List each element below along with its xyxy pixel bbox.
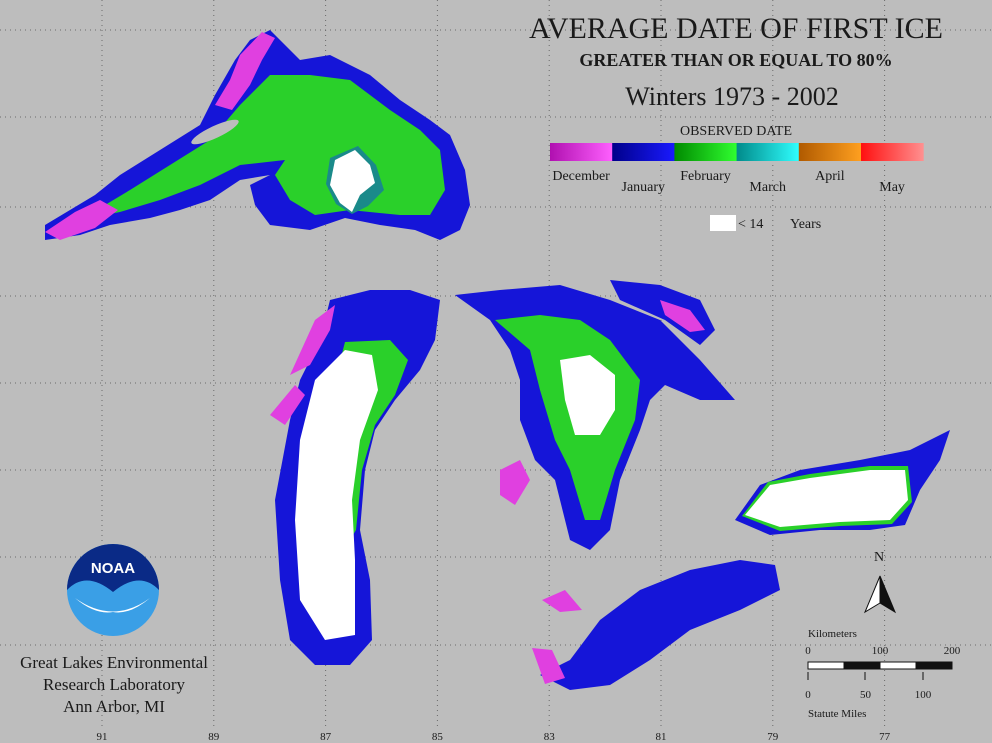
legend-swatch — [612, 143, 675, 161]
lake-michigan — [270, 290, 440, 665]
ice-december — [215, 32, 275, 110]
legend-swatch — [674, 143, 738, 161]
organization-line: Great Lakes Environmental — [20, 653, 208, 672]
scale-segment — [843, 661, 881, 670]
ice-december — [500, 460, 530, 505]
longitude-label: 83 — [544, 731, 556, 743]
longitude-label: 89 — [208, 731, 220, 743]
insufficient-data — [295, 350, 378, 640]
scale-labels: 0 100 200 0 50 100 — [805, 645, 961, 701]
insufficient-unit: Years — [790, 217, 821, 232]
legend-month: April — [815, 169, 845, 184]
legend-swatch — [550, 143, 613, 161]
legend-title: OBSERVED DATE — [680, 124, 792, 139]
lake-huron — [455, 280, 735, 550]
legend-month: January — [622, 180, 666, 195]
legend-swatch — [798, 143, 862, 161]
ice-january — [540, 560, 780, 690]
scale-bar — [807, 661, 953, 680]
ice-december — [270, 385, 305, 425]
logo-top — [67, 544, 159, 592]
longitude-label: 81 — [656, 731, 667, 743]
lake-erie — [532, 560, 780, 690]
mi-tick-label: 100 — [915, 689, 932, 701]
insufficient-label: < 14 — [738, 217, 763, 232]
ice-december — [45, 200, 118, 240]
legend-month: December — [552, 169, 610, 184]
logo-bird — [75, 598, 150, 613]
insufficient-data — [560, 355, 615, 435]
insufficient-swatch — [710, 215, 736, 231]
km-tick-label: 100 — [872, 645, 889, 657]
logo-text: NOAA — [91, 560, 135, 577]
km-tick-label: 200 — [944, 645, 961, 657]
legend-month: February — [680, 169, 731, 184]
period: Winters 1973 - 2002 — [625, 82, 838, 111]
north-label: N — [874, 550, 884, 565]
longitude-labels: 91 89 87 85 83 81 79 77 — [97, 731, 891, 743]
insufficient-data — [330, 150, 375, 212]
longitude-label: 77 — [879, 731, 891, 743]
longitude-label: 87 — [320, 731, 332, 743]
noaa-logo: NOAA — [67, 544, 159, 636]
ice-december — [660, 300, 705, 332]
legend-month: May — [879, 180, 905, 195]
scale-segment — [879, 661, 917, 670]
longitude-label: 91 — [97, 731, 108, 743]
ice-december — [532, 648, 565, 684]
island — [191, 119, 239, 145]
organization-line: Ann Arbor, MI — [63, 697, 165, 716]
title: AVERAGE DATE OF FIRST ICE — [529, 12, 943, 45]
subtitle: GREATER THAN OR EQUAL TO 80% — [579, 50, 892, 70]
legend-swatch — [861, 143, 924, 161]
north-arrow — [879, 575, 897, 614]
mi-tick-label: 50 — [860, 689, 872, 701]
scale-segment — [915, 661, 953, 670]
lake-superior — [45, 30, 470, 240]
insufficient-data — [745, 470, 908, 527]
lake-ontario — [735, 430, 950, 535]
ice-december — [542, 590, 582, 612]
longitude-label: 79 — [767, 731, 779, 743]
organization-line: Research Laboratory — [43, 675, 186, 694]
mi-tick-label: 0 — [805, 689, 811, 701]
scale-segment — [807, 661, 845, 670]
ice-december — [290, 305, 335, 375]
mi-label: Statute Miles — [808, 708, 866, 720]
legend-month: March — [749, 180, 786, 195]
km-label: Kilometers — [808, 628, 857, 640]
longitude-label: 85 — [432, 731, 444, 743]
legend-swatch — [736, 143, 800, 161]
km-tick-label: 0 — [805, 645, 811, 657]
legend-bar: December January February March April May — [550, 143, 924, 195]
